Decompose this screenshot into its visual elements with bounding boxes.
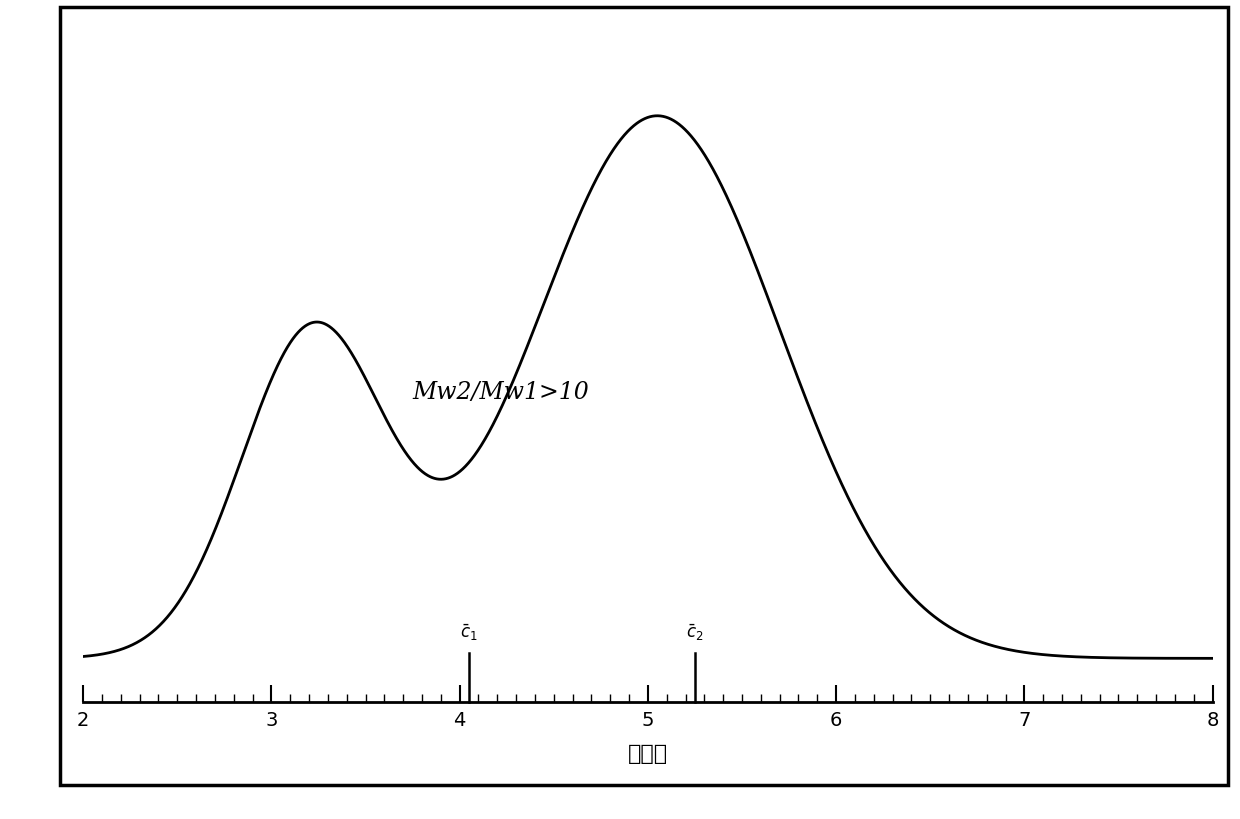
Text: $\bar{c}_2$: $\bar{c}_2$ — [686, 622, 704, 642]
Text: Mw2/Mw1>10: Mw2/Mw1>10 — [413, 381, 589, 404]
X-axis label: 分子量: 分子量 — [627, 743, 668, 763]
Text: $\bar{c}_1$: $\bar{c}_1$ — [460, 622, 477, 642]
